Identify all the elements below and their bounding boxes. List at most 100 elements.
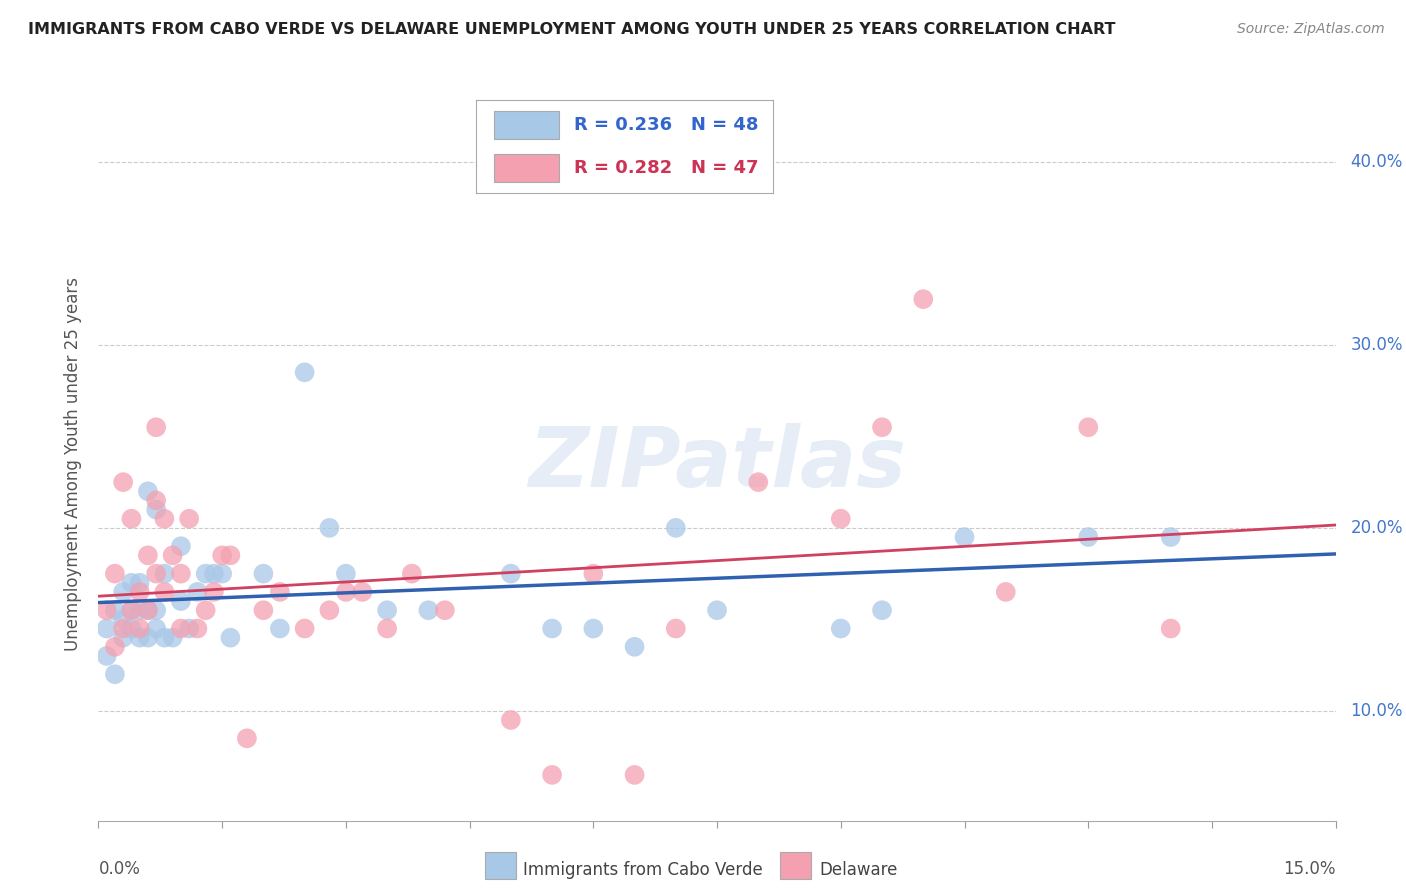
Point xyxy=(194,603,217,617)
Point xyxy=(96,622,118,636)
Point xyxy=(294,622,316,636)
Point xyxy=(335,566,357,581)
Point xyxy=(665,622,688,636)
Point xyxy=(335,585,357,599)
Point xyxy=(179,512,201,526)
Text: 20.0%: 20.0% xyxy=(1351,519,1403,537)
Point xyxy=(252,566,274,581)
Point xyxy=(104,566,127,581)
Point xyxy=(112,475,135,490)
Point xyxy=(912,292,935,306)
Point xyxy=(1077,420,1099,434)
Point xyxy=(499,713,522,727)
Point xyxy=(153,566,176,581)
Point xyxy=(96,603,118,617)
Point xyxy=(211,549,233,563)
Point xyxy=(582,566,605,581)
Point xyxy=(541,622,564,636)
Point xyxy=(994,585,1017,599)
Text: Delaware: Delaware xyxy=(820,861,898,879)
Point xyxy=(830,512,852,526)
Text: Immigrants from Cabo Verde: Immigrants from Cabo Verde xyxy=(523,861,763,879)
Point xyxy=(153,631,176,645)
Point xyxy=(179,622,201,636)
Text: ZIPatlas: ZIPatlas xyxy=(529,424,905,504)
Point xyxy=(623,640,645,654)
Point xyxy=(104,667,127,681)
Text: 10.0%: 10.0% xyxy=(1351,702,1403,720)
Point xyxy=(1077,530,1099,544)
Point xyxy=(541,768,564,782)
Point xyxy=(120,603,142,617)
Text: Source: ZipAtlas.com: Source: ZipAtlas.com xyxy=(1237,22,1385,37)
Point xyxy=(219,631,242,645)
Point xyxy=(128,603,150,617)
Point xyxy=(830,622,852,636)
Point xyxy=(375,603,398,617)
Point xyxy=(170,622,193,636)
Point xyxy=(1160,622,1182,636)
Text: 30.0%: 30.0% xyxy=(1351,336,1403,354)
Point xyxy=(211,566,233,581)
Point xyxy=(145,420,167,434)
Point xyxy=(104,640,127,654)
Point xyxy=(375,622,398,636)
Point xyxy=(153,585,176,599)
Point xyxy=(136,484,159,499)
Point xyxy=(128,575,150,590)
Point xyxy=(870,603,893,617)
Point xyxy=(186,622,208,636)
Point xyxy=(112,622,135,636)
Text: 15.0%: 15.0% xyxy=(1284,860,1336,878)
Point xyxy=(136,631,159,645)
Point xyxy=(186,585,208,599)
Point xyxy=(136,603,159,617)
Point xyxy=(252,603,274,617)
Point xyxy=(318,603,340,617)
Point xyxy=(236,731,259,746)
Point xyxy=(136,603,159,617)
Point xyxy=(145,566,167,581)
Point xyxy=(145,493,167,508)
Point xyxy=(269,622,291,636)
Point xyxy=(870,420,893,434)
Point xyxy=(433,603,456,617)
Point xyxy=(953,530,976,544)
Point xyxy=(96,648,118,663)
Point xyxy=(128,631,150,645)
Point xyxy=(170,566,193,581)
Point xyxy=(202,566,225,581)
Point xyxy=(318,521,340,535)
Point xyxy=(706,603,728,617)
Point xyxy=(162,631,184,645)
Point xyxy=(112,631,135,645)
Point xyxy=(145,603,167,617)
Point xyxy=(194,566,217,581)
Point xyxy=(582,622,605,636)
Point xyxy=(499,566,522,581)
Point xyxy=(401,566,423,581)
Point xyxy=(128,585,150,599)
Point xyxy=(170,539,193,553)
Point xyxy=(104,603,127,617)
Point xyxy=(665,521,688,535)
Point xyxy=(145,622,167,636)
Point xyxy=(170,594,193,608)
Text: IMMIGRANTS FROM CABO VERDE VS DELAWARE UNEMPLOYMENT AMONG YOUTH UNDER 25 YEARS C: IMMIGRANTS FROM CABO VERDE VS DELAWARE U… xyxy=(28,22,1115,37)
Point xyxy=(352,585,374,599)
Point xyxy=(128,622,150,636)
Point xyxy=(136,549,159,563)
Point xyxy=(145,502,167,516)
Point xyxy=(623,768,645,782)
Point xyxy=(1160,530,1182,544)
Point xyxy=(112,585,135,599)
Point xyxy=(418,603,440,617)
Text: 0.0%: 0.0% xyxy=(98,860,141,878)
Point xyxy=(219,549,242,563)
Point xyxy=(120,603,142,617)
Point xyxy=(269,585,291,599)
Point xyxy=(153,512,176,526)
Point xyxy=(747,475,769,490)
Point xyxy=(120,512,142,526)
Point xyxy=(120,622,142,636)
